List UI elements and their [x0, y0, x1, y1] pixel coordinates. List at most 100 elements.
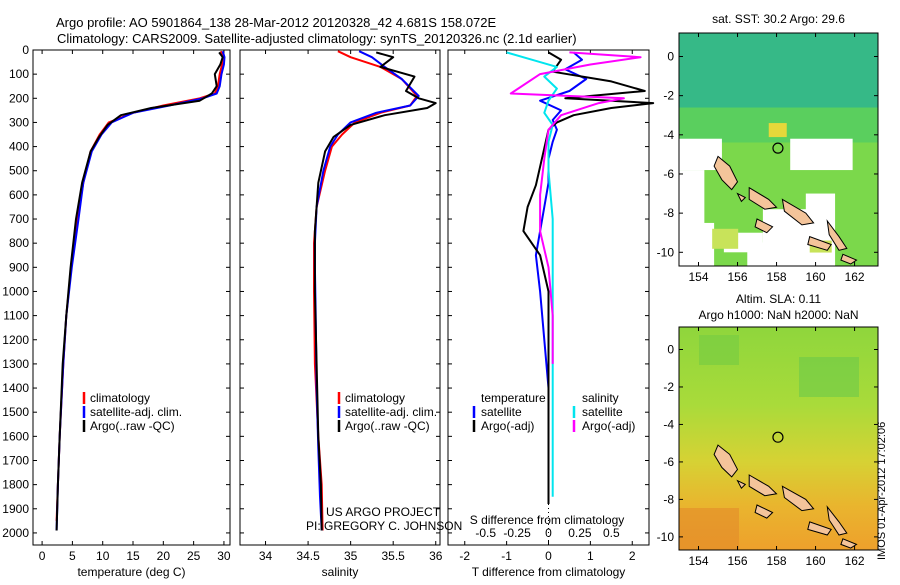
- legend-satellite-label: satellite-adj. clim.: [345, 405, 437, 419]
- x-tick-label: 2: [629, 549, 636, 563]
- map-frame: [678, 326, 879, 551]
- map-subtitle: Argo h1000: NaN h2000: NaN: [698, 308, 858, 322]
- timestamp-stamp: IMOS 01-Apr-2012 17:02:06: [876, 422, 888, 560]
- y-tick-label: -10: [657, 245, 675, 259]
- legend-t-satellite-label: satellite: [481, 405, 522, 419]
- missing-data: [790, 138, 853, 171]
- y-tick-label: 800: [9, 236, 29, 250]
- y-tick-label: -6: [663, 167, 674, 181]
- y-tick-label: 0: [22, 43, 29, 57]
- y-tick-label: 500: [9, 164, 29, 178]
- argo-position-marker: [772, 431, 784, 443]
- x2-axis-label: S difference from climatology: [470, 513, 625, 527]
- x-axis-label: T difference from climatology: [472, 565, 626, 579]
- series-t-satellite: [534, 51, 588, 485]
- y-tick-label: -2: [663, 380, 674, 394]
- x2-tick-label: 0.25: [568, 526, 592, 540]
- y-tick-label: 400: [9, 140, 29, 154]
- series-climatology: [313, 50, 418, 531]
- x-tick-label: -1: [501, 549, 512, 563]
- legend-s-satellite-label: satellite: [582, 405, 623, 419]
- legend-salinity-heading: salinity: [582, 391, 619, 405]
- plot-frame: [239, 49, 441, 546]
- map-field-patch: [799, 357, 859, 397]
- map-frame: [678, 32, 879, 267]
- sst-map-panel: 154 156 158 160 162 0 -2 -4 -6 -8 -10 sat. SST: 30.…: [657, 12, 879, 284]
- y-tick-label: -2: [663, 89, 674, 103]
- x-tick-label: 35.5: [382, 549, 406, 563]
- y-tick-label: 0: [667, 342, 674, 356]
- x-tick-label: 154: [688, 554, 708, 568]
- y-tick-label: -4: [663, 417, 674, 431]
- y-tick-label: 1400: [2, 381, 29, 395]
- island: [826, 219, 848, 251]
- island: [736, 479, 747, 490]
- y-tick-label: 2000: [2, 526, 29, 540]
- x-tick-label: 35: [344, 549, 358, 563]
- island: [826, 505, 848, 536]
- island: [736, 192, 747, 203]
- x-tick-label: 1: [587, 549, 594, 563]
- x-tick-label: 162: [845, 270, 865, 284]
- y-tick-label: 0: [667, 49, 674, 63]
- map-title: Altim. SLA: 0.11: [736, 292, 821, 306]
- island: [781, 485, 815, 512]
- series-s-argo-adj-: [509, 51, 642, 364]
- missing-data: [747, 242, 783, 266]
- x-tick-label: -2: [459, 549, 470, 563]
- island: [748, 474, 778, 497]
- island: [754, 504, 774, 519]
- map-field-patch: [699, 335, 739, 365]
- y-tick-label: 1500: [2, 405, 29, 419]
- y-tick-label: 1600: [2, 429, 29, 443]
- y-tick-label: 1800: [2, 478, 29, 492]
- credits-project: US ARGO PROJECT: [326, 505, 441, 519]
- island: [713, 444, 739, 478]
- sla-map-panel: 154 156 158 160 162 0 -2 -4 -6 -8 -10 Altim. SLA: 0…: [657, 292, 879, 568]
- y-tick-label: 900: [9, 260, 29, 274]
- legend-argo-label: Argo(..raw -QC): [345, 419, 430, 433]
- salinity-panel: 34 34.5 35 35.5 36 salinity: [239, 49, 443, 579]
- figure-title-line2: Climatology: CARS2009. Satellite-adjuste…: [57, 31, 577, 46]
- x-tick-label: 0: [545, 549, 552, 563]
- x-tick-label: 20: [157, 549, 171, 563]
- figure-title-line1: Argo profile: AO 5901864_138 28-Mar-2012…: [56, 15, 497, 30]
- y-tick-label: 300: [9, 115, 29, 129]
- series-argo-raw-qc-: [55, 51, 224, 531]
- y-tick-label: 1100: [3, 309, 29, 323]
- x2-tick-label: 0.5: [603, 526, 620, 540]
- legend-s-argo-label: Argo(-adj): [582, 419, 635, 433]
- x2-tick-label: -0.25: [503, 526, 531, 540]
- x-tick-label: 156: [728, 554, 748, 568]
- temperature-legend: climatology satellite-adj. clim. Argo(..…: [82, 391, 182, 433]
- y-tick-label: 700: [9, 212, 29, 226]
- x-tick-label: 158: [767, 554, 787, 568]
- island: [748, 186, 778, 210]
- island: [781, 198, 815, 226]
- x-tick-label: 160: [806, 554, 826, 568]
- y-tick-label: -8: [663, 206, 674, 220]
- island: [840, 253, 858, 265]
- x-tick-label: 156: [728, 270, 748, 284]
- timestamp-text: IMOS 01-Apr-2012 17:02:06: [876, 421, 888, 560]
- x-tick-label: 158: [767, 270, 787, 284]
- y-tick-label: 600: [9, 188, 29, 202]
- x2-tick-label: -0.5: [475, 526, 496, 540]
- series-climatology: [55, 50, 224, 521]
- y-tick-label: -6: [663, 455, 674, 469]
- salinity-legend: climatology satellite-adj. clim. Argo(..…: [337, 391, 437, 433]
- series-satellite-adj-clim-: [313, 50, 420, 531]
- argo-position-marker: [772, 142, 784, 154]
- x-tick-label: 0: [39, 549, 46, 563]
- map-warm-patch: [768, 123, 787, 138]
- y-tick-label: 100: [9, 67, 29, 81]
- island: [807, 521, 832, 536]
- x-axis-label: temperature (deg C): [77, 565, 185, 579]
- x-tick-label: 25: [187, 549, 201, 563]
- legend-climatology-label: climatology: [90, 391, 150, 405]
- island: [754, 218, 774, 234]
- map-field-band: [679, 33, 878, 108]
- x-tick-label: 10: [96, 549, 110, 563]
- temperature-panel: 0100200300400500600700800900100011001200…: [2, 43, 231, 579]
